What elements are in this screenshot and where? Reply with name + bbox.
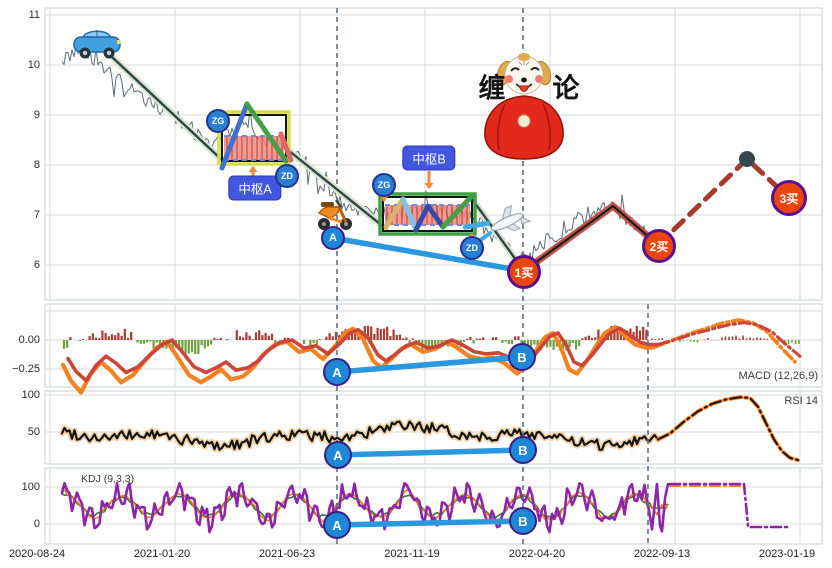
pivot-b-button: 中枢B — [402, 145, 456, 171]
kdj-a-marker: A — [323, 511, 351, 539]
macd-panel-label: MACD (12,26,9) — [738, 370, 818, 382]
price-y-tick-label: 8 — [33, 159, 40, 171]
pivot-box-outer — [378, 192, 477, 236]
pivot-zigzag — [413, 203, 446, 233]
buy-point-3: 3买 — [771, 180, 807, 216]
zg-badge-pivot-b: ZG — [372, 173, 396, 197]
kdj-y-tick-label: 0 — [33, 518, 40, 530]
uptrend-line — [522, 204, 660, 273]
zd-badge-pivot-a: ZD — [275, 164, 299, 188]
x-axis-label: 2021-06-23 — [258, 548, 316, 560]
macd-ab-connector — [334, 354, 525, 375]
pivot-zigzag — [383, 196, 406, 230]
kdj-ab-connector — [334, 518, 526, 528]
logo-char-left: 缠 — [478, 73, 506, 104]
x-axis-label: 2022-09-13 — [633, 548, 691, 560]
buy-point-2: 2买 — [642, 229, 676, 263]
rsi-ab-connector — [335, 447, 526, 458]
downtrend-line — [110, 55, 224, 162]
x-axis-label: 2020-08-24 — [8, 548, 66, 560]
monk-dog-image — [484, 53, 564, 160]
airplane-image — [462, 204, 532, 245]
pivot-a-button: 中枢A — [228, 175, 282, 201]
kdj-j-projection — [742, 482, 750, 527]
price-y-tick-label: 10 — [27, 59, 40, 71]
scooter-image — [317, 199, 352, 230]
price-y-tick-label: 7 — [33, 209, 40, 221]
projection-peak-dot — [739, 151, 755, 167]
rsi-y-tick-label: 50 — [27, 426, 40, 438]
downtrend-line — [286, 148, 387, 230]
kdj-y-tick-label: 100 — [21, 481, 40, 493]
price-y-tick-label: 9 — [33, 109, 40, 121]
kdj-panel-label: KDJ (9,3,3) — [81, 473, 135, 485]
macd-dif-line — [66, 326, 660, 383]
pivot-zigzag — [244, 101, 289, 164]
x-axis-label: 2022-04-20 — [508, 548, 566, 560]
macd-y-tick-label: 0.00 — [18, 334, 40, 346]
zg-badge-pivot-a: ZG — [206, 109, 230, 133]
x-axis-label: 2023-01-19 — [758, 548, 816, 560]
rsi-a-marker: A — [324, 441, 352, 469]
pivot-arrow-head — [248, 166, 258, 172]
pivot-zigzag — [400, 196, 419, 233]
rsi-b-marker: B — [509, 436, 537, 464]
pivot-arrow-head — [424, 183, 434, 189]
price-y-tick-label: 6 — [33, 259, 40, 271]
price-a-marker: A — [321, 226, 345, 250]
rsi-projection — [657, 396, 799, 462]
kdj-b-marker: B — [509, 507, 537, 535]
price-panel — [44, 7, 823, 301]
pivot-box-inner — [382, 196, 473, 232]
macd-a-marker: A — [323, 358, 351, 386]
macd-b-marker: B — [508, 343, 536, 371]
car-image — [73, 30, 121, 59]
rsi-panel — [44, 390, 823, 465]
pivot-zigzag — [440, 194, 474, 230]
buy-point-1: 1买 — [507, 255, 541, 289]
kdj-panel — [44, 467, 823, 545]
rsi-line — [60, 420, 660, 451]
pivot-zigzag — [278, 131, 294, 163]
pivot-zigzag — [219, 101, 250, 171]
macd-panel — [44, 303, 823, 388]
macd-y-tick-label: −0.25 — [12, 363, 40, 375]
rsi-panel-label: RSI 14 — [784, 395, 818, 407]
logo-char-right: 论 — [552, 73, 580, 104]
price-y-tick-label: 11 — [28, 9, 40, 21]
x-axis-label: 2021-01-20 — [133, 548, 191, 560]
pivot-arrow-head — [379, 196, 389, 202]
price-ab-connector — [330, 235, 527, 274]
kdj-j-line — [60, 482, 670, 534]
zd-badge-pivot-b: ZD — [460, 236, 484, 260]
rsi-y-tick-label: 100 — [21, 389, 40, 401]
x-axis-label: 2021-11-19 — [384, 548, 440, 560]
macd-dif-projection — [656, 321, 802, 358]
